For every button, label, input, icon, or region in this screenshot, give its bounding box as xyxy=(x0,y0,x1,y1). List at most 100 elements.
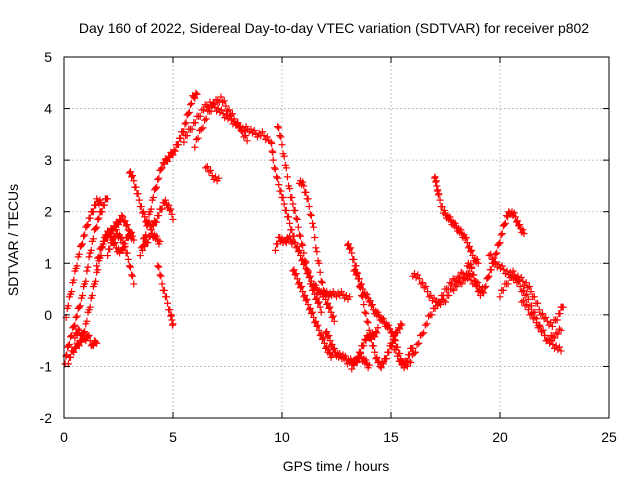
data-point xyxy=(495,261,503,269)
data-point xyxy=(487,250,495,258)
data-point xyxy=(124,226,132,234)
data-point xyxy=(435,299,443,307)
data-point xyxy=(128,271,136,279)
data-point xyxy=(467,248,475,256)
data-point xyxy=(304,195,312,203)
data-point xyxy=(153,183,161,191)
data-point xyxy=(548,322,556,330)
data-point xyxy=(149,222,157,230)
data-point xyxy=(307,280,315,288)
data-point xyxy=(496,293,504,301)
data-point xyxy=(468,264,476,272)
data-point xyxy=(207,166,215,174)
data-point xyxy=(526,311,534,319)
data-point xyxy=(121,243,129,251)
data-point xyxy=(510,209,518,217)
data-point xyxy=(169,215,177,223)
data-point xyxy=(82,277,90,285)
data-point xyxy=(414,271,422,279)
data-point xyxy=(298,240,306,248)
data-point xyxy=(73,262,81,270)
data-point xyxy=(154,175,162,183)
data-point xyxy=(497,231,505,239)
data-point xyxy=(321,288,329,296)
data-point xyxy=(220,97,228,105)
data-point xyxy=(407,359,415,367)
data-point xyxy=(366,334,374,342)
data-point xyxy=(291,271,299,279)
data-point xyxy=(299,178,307,186)
data-point xyxy=(168,210,176,218)
data-point xyxy=(104,252,112,260)
data-point xyxy=(311,290,319,298)
data-point xyxy=(303,295,311,303)
data-point xyxy=(374,308,382,316)
data-point xyxy=(194,134,202,142)
y-tick-label: -2 xyxy=(40,410,53,426)
x-tick-label: 10 xyxy=(274,429,290,445)
data-point xyxy=(192,89,200,97)
series-track-i xyxy=(138,226,164,254)
data-point xyxy=(546,337,554,345)
data-point xyxy=(193,90,201,98)
data-point xyxy=(304,301,312,309)
data-point xyxy=(321,339,329,347)
data-point xyxy=(530,293,538,301)
data-point xyxy=(440,206,448,214)
data-point xyxy=(200,106,208,114)
data-point xyxy=(313,248,321,256)
data-point xyxy=(230,115,238,123)
data-point xyxy=(457,268,465,276)
data-point xyxy=(531,313,539,321)
data-point xyxy=(191,143,199,151)
data-point xyxy=(237,123,245,131)
data-point xyxy=(275,181,283,189)
data-point xyxy=(167,205,175,213)
data-point xyxy=(253,133,261,141)
data-point xyxy=(527,288,535,296)
data-point xyxy=(456,279,464,287)
data-point xyxy=(484,273,492,281)
data-point xyxy=(85,253,93,261)
data-point xyxy=(542,313,550,321)
data-point xyxy=(305,203,313,211)
data-point xyxy=(336,292,344,300)
data-point xyxy=(232,120,240,128)
data-point xyxy=(315,326,323,334)
data-point xyxy=(88,292,96,300)
series-track-r xyxy=(289,266,336,361)
data-point xyxy=(288,226,296,234)
data-point xyxy=(312,244,320,252)
data-point xyxy=(309,308,317,316)
data-point xyxy=(410,270,418,278)
data-point xyxy=(277,187,285,195)
data-point xyxy=(121,217,129,225)
data-point xyxy=(182,119,190,127)
data-point xyxy=(379,360,387,368)
data-point xyxy=(280,200,288,208)
data-point xyxy=(70,276,78,284)
data-point xyxy=(258,128,266,136)
data-point xyxy=(534,299,542,307)
data-point xyxy=(473,255,481,263)
data-point xyxy=(317,277,325,285)
data-point xyxy=(181,120,189,128)
data-point xyxy=(537,311,545,319)
data-point xyxy=(79,240,87,248)
data-point xyxy=(300,249,308,257)
data-point xyxy=(155,174,163,182)
data-point xyxy=(92,201,100,209)
data-point xyxy=(410,350,418,358)
data-point xyxy=(214,97,222,105)
data-point xyxy=(328,341,336,349)
data-point xyxy=(169,320,177,328)
grid-layer xyxy=(64,57,609,418)
data-point xyxy=(383,355,391,363)
data-point xyxy=(135,196,143,204)
data-point xyxy=(301,257,309,265)
data-point xyxy=(418,330,426,338)
data-point xyxy=(290,266,298,274)
data-point xyxy=(210,101,218,109)
data-point xyxy=(319,286,327,294)
data-point xyxy=(397,356,405,364)
